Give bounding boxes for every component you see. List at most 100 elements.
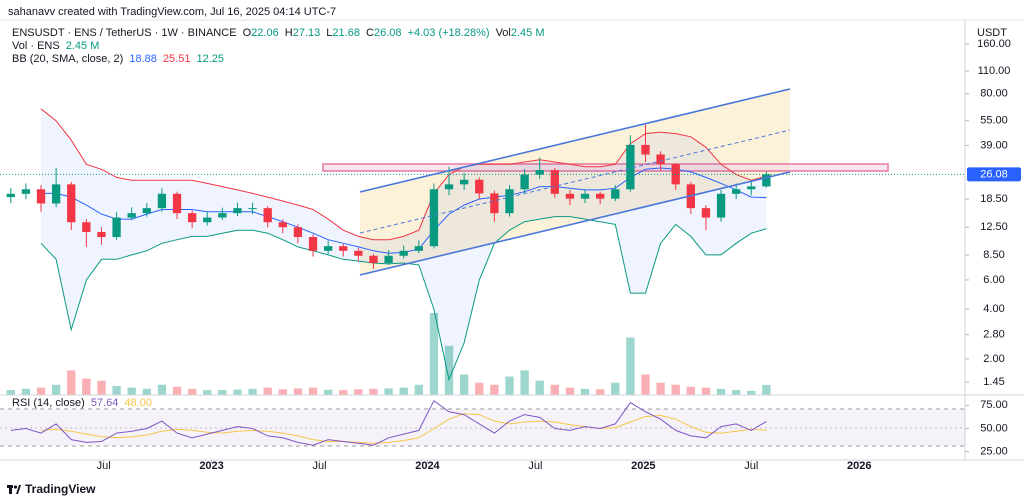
candle-body [414,246,423,251]
volume-bar [354,389,363,395]
candle-body [354,250,363,256]
brand-logo [7,485,21,494]
volume-bar [656,382,665,395]
candle-body [142,208,151,214]
candle-body [626,144,635,190]
volume-bar [399,387,408,395]
channel-lower [359,171,791,276]
candle-body [459,179,469,185]
legend-bb: BB (20, SMA, close, 2) 18.88 25.51 12.25 [12,53,227,66]
volume-value: 2.45 M [65,40,100,52]
volume-bar [701,387,711,395]
y-tick-label: 55.00 [980,115,1008,127]
volume-bar [308,387,318,395]
candle-body [762,174,771,187]
candle-body [187,213,197,223]
volume-bar [142,388,151,395]
candle-body [6,193,15,198]
candle-body [596,193,605,199]
candle-body [716,193,726,218]
volume-bar [762,384,771,395]
volume-bar [21,388,31,395]
logo-part [13,485,18,489]
volume-bar [67,370,76,395]
volume-bar [218,390,227,395]
credit: sahanavv created with TradingView.com, J… [8,6,337,18]
candle-body [520,174,529,190]
candle-body [339,246,348,251]
volume-bar [505,376,514,395]
rsi-line [10,399,767,446]
legend-volume: Vol · ENS 2.45 M [12,40,102,53]
rsi-layer [10,399,767,446]
candle-body [112,217,121,238]
channel-upper [359,88,791,193]
bb-fill [41,108,767,380]
candle-body [218,213,227,218]
candle-body [656,154,665,165]
volume-layer [6,313,771,395]
candle-body [82,222,91,232]
volume-bar [686,386,695,395]
candle-body [233,208,242,214]
x-tick-label: Jul [744,460,758,472]
volume-bar [429,313,439,395]
x-tick-label: Jul [97,460,111,472]
candle-body [127,213,136,218]
x-tick-label: 2023 [199,460,223,472]
volume-bar [626,337,635,395]
volume-bar [565,387,575,395]
volume-bar [550,384,559,395]
ohlc-value: 27.13 [292,27,321,39]
volume-bar [490,384,499,395]
x-tick-label: 2026 [847,460,871,472]
y-tick-label: 18.50 [980,193,1008,205]
candle-body [21,189,31,194]
volume-bar [51,384,61,395]
volume-bar [732,390,741,395]
candle-body [384,255,393,263]
volume-bar [127,387,136,395]
volume-bar [596,389,605,395]
ohlc-value: 22.06 [251,27,279,39]
rsi-ma-line [40,413,767,444]
resistance-box [322,163,889,172]
ohlc-key: C [366,27,374,39]
volume-bar [535,380,544,395]
y-tick-label: 12.50 [980,221,1008,233]
volume-bar [520,370,529,395]
volume-bar [384,388,393,395]
vol-value: 2.45 M [510,27,545,39]
volume-bar [157,384,167,395]
bb-lower [40,216,767,382]
ohlc-key: L [326,27,333,39]
y-tick-label: 6.00 [983,274,1004,286]
candle-body [67,184,76,223]
volume-bar [172,386,182,395]
candle-body [293,227,303,238]
candle-body [550,170,559,194]
volume-bar [339,390,348,395]
rsi-ma-value: 48.00 [124,397,152,409]
volume-bar [112,385,121,395]
ohlc-key: O [242,27,252,39]
legend-rsi: RSI (14, close) 57.64 48.00 [12,397,155,410]
candle-body [611,189,620,199]
y-tick-label: 2.00 [983,353,1004,365]
currency: USDT [977,27,1007,39]
candle-body [263,208,272,223]
volume-bar [747,390,756,395]
candle-body [475,179,484,194]
volume-bar [611,382,620,395]
rsi-value: 57.64 [90,397,119,409]
candle-body [535,170,544,175]
y-tick-label: 39.00 [980,139,1008,151]
candle-body [641,144,650,155]
candle-body [203,217,212,223]
y-tick-label: 1.45 [983,376,1004,388]
candle-body [747,186,756,190]
ohlc-key: H [284,27,293,39]
